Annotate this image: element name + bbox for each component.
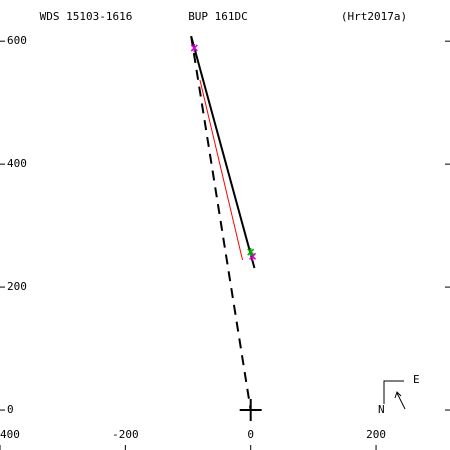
compass	[383, 380, 406, 410]
y-tick-label: 400	[7, 157, 27, 170]
x-tick-label: 200	[366, 428, 386, 441]
observation	[190, 43, 198, 52]
orbit-line	[190, 36, 252, 411]
arrow-head	[394, 391, 402, 399]
y-tick-label: 0	[7, 403, 14, 416]
compass-north: N	[378, 403, 385, 416]
observation	[247, 248, 255, 257]
compass-axes	[383, 380, 404, 404]
compass-east: E	[413, 373, 420, 386]
reference: (Hrt2017a)	[341, 10, 407, 23]
y-tick-label: 200	[7, 280, 27, 293]
chart-subtitle: BUP 161DC	[188, 10, 248, 23]
x-tick-label: 400	[0, 428, 20, 441]
x-tick-label: 0	[247, 428, 254, 441]
chart-title: WDS 15103-1616	[40, 10, 133, 23]
orbit-line	[190, 36, 256, 269]
orbit-line	[199, 79, 244, 261]
motion-arrow	[396, 392, 406, 410]
y-tick-label: 600	[7, 34, 27, 47]
x-tick-label: -200	[112, 428, 139, 441]
